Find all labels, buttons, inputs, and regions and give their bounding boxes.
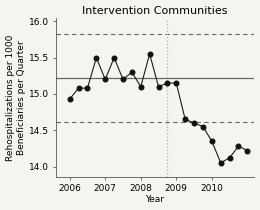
X-axis label: Year: Year — [146, 196, 165, 205]
Point — [94, 56, 99, 59]
Point — [139, 85, 143, 88]
Point — [103, 78, 107, 81]
Point — [165, 81, 170, 85]
Point — [201, 125, 205, 128]
Point — [130, 71, 134, 74]
Point — [76, 87, 81, 90]
Point — [236, 144, 240, 148]
Point — [228, 156, 232, 160]
Point — [148, 52, 152, 56]
Point — [245, 149, 249, 152]
Point — [157, 85, 161, 88]
Point — [219, 161, 223, 165]
Point — [121, 78, 125, 81]
Point — [183, 118, 187, 121]
Y-axis label: Rehospitalizations per 1000
Beneficiaries per Quarter: Rehospitalizations per 1000 Beneficiarie… — [5, 34, 26, 161]
Title: Intervention Communities: Intervention Communities — [82, 5, 228, 16]
Point — [174, 81, 178, 85]
Point — [68, 97, 72, 101]
Point — [192, 121, 196, 125]
Point — [112, 56, 116, 59]
Point — [210, 139, 214, 143]
Point — [85, 87, 89, 90]
